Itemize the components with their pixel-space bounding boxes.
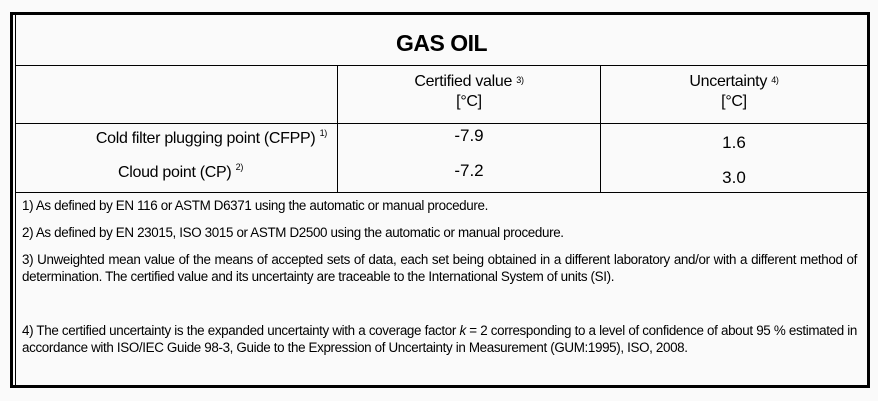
row-label-cfpp: Cold filter plugging point (CFPP) 1) <box>95 128 328 148</box>
footnote-3: 3) Unweighted mean value of the means of… <box>22 252 857 284</box>
certified-value-unit: [°C] <box>456 93 482 110</box>
table-inner: GAS OIL Certified value 3) [°C] Uncertai… <box>15 15 867 385</box>
footnote-1: 1) As defined by EN 116 or ASTM D6371 us… <box>22 198 488 213</box>
header-row: Certified value 3) [°C] Uncertainty 4) [… <box>16 66 867 124</box>
footnotes: 1) As defined by EN 116 or ASTM D6371 us… <box>16 193 867 385</box>
uncertainty-label: Uncertainty <box>689 73 768 90</box>
footnote-4: 4) The certified uncertainty is the expa… <box>22 322 857 356</box>
uncertainty-unit: [°C] <box>721 93 747 110</box>
uncertainty-column: 1.6 3.0 <box>601 124 867 192</box>
row-label-text: Cloud point (CP) <box>117 164 232 181</box>
footnote-ref: 3) <box>516 75 524 85</box>
value-column: -7.9 -7.2 <box>337 124 601 192</box>
table-title: GAS OIL <box>16 15 867 66</box>
uncertainty-cp: 3.0 <box>722 168 746 187</box>
footnote-ref: 1) <box>319 128 328 138</box>
certificate-table: GAS OIL Certified value 3) [°C] Uncertai… <box>10 12 870 388</box>
value-cp: -7.2 <box>454 161 484 180</box>
header-empty-cell <box>16 66 337 123</box>
header-certified-value: Certified value 3) [°C] <box>337 66 601 123</box>
data-rows: Cold filter plugging point (CFPP) 1) Clo… <box>16 124 867 193</box>
label-column: Cold filter plugging point (CFPP) 1) Clo… <box>16 124 337 192</box>
uncertainty-cfpp: 1.6 <box>722 133 746 152</box>
certified-value-label: Certified value <box>414 73 513 90</box>
header-uncertainty: Uncertainty 4) [°C] <box>601 66 867 123</box>
footnote-4-k: k <box>459 323 466 338</box>
value-cfpp: -7.9 <box>454 126 484 145</box>
footnote-4-text: 4) The certified uncertainty is the expa… <box>22 323 460 338</box>
footnote-ref: 4) <box>771 75 779 85</box>
row-label-text: Cold filter plugging point (CFPP) <box>95 130 316 147</box>
row-label-cp: Cloud point (CP) 2) <box>16 162 325 182</box>
footnote-ref: 2) <box>235 162 244 172</box>
footnote-4-text-end: = 2 corresponding to a level of confiden… <box>22 323 857 355</box>
footnote-2: 2) As defined by EN 23015, ISO 3015 or A… <box>22 225 564 240</box>
